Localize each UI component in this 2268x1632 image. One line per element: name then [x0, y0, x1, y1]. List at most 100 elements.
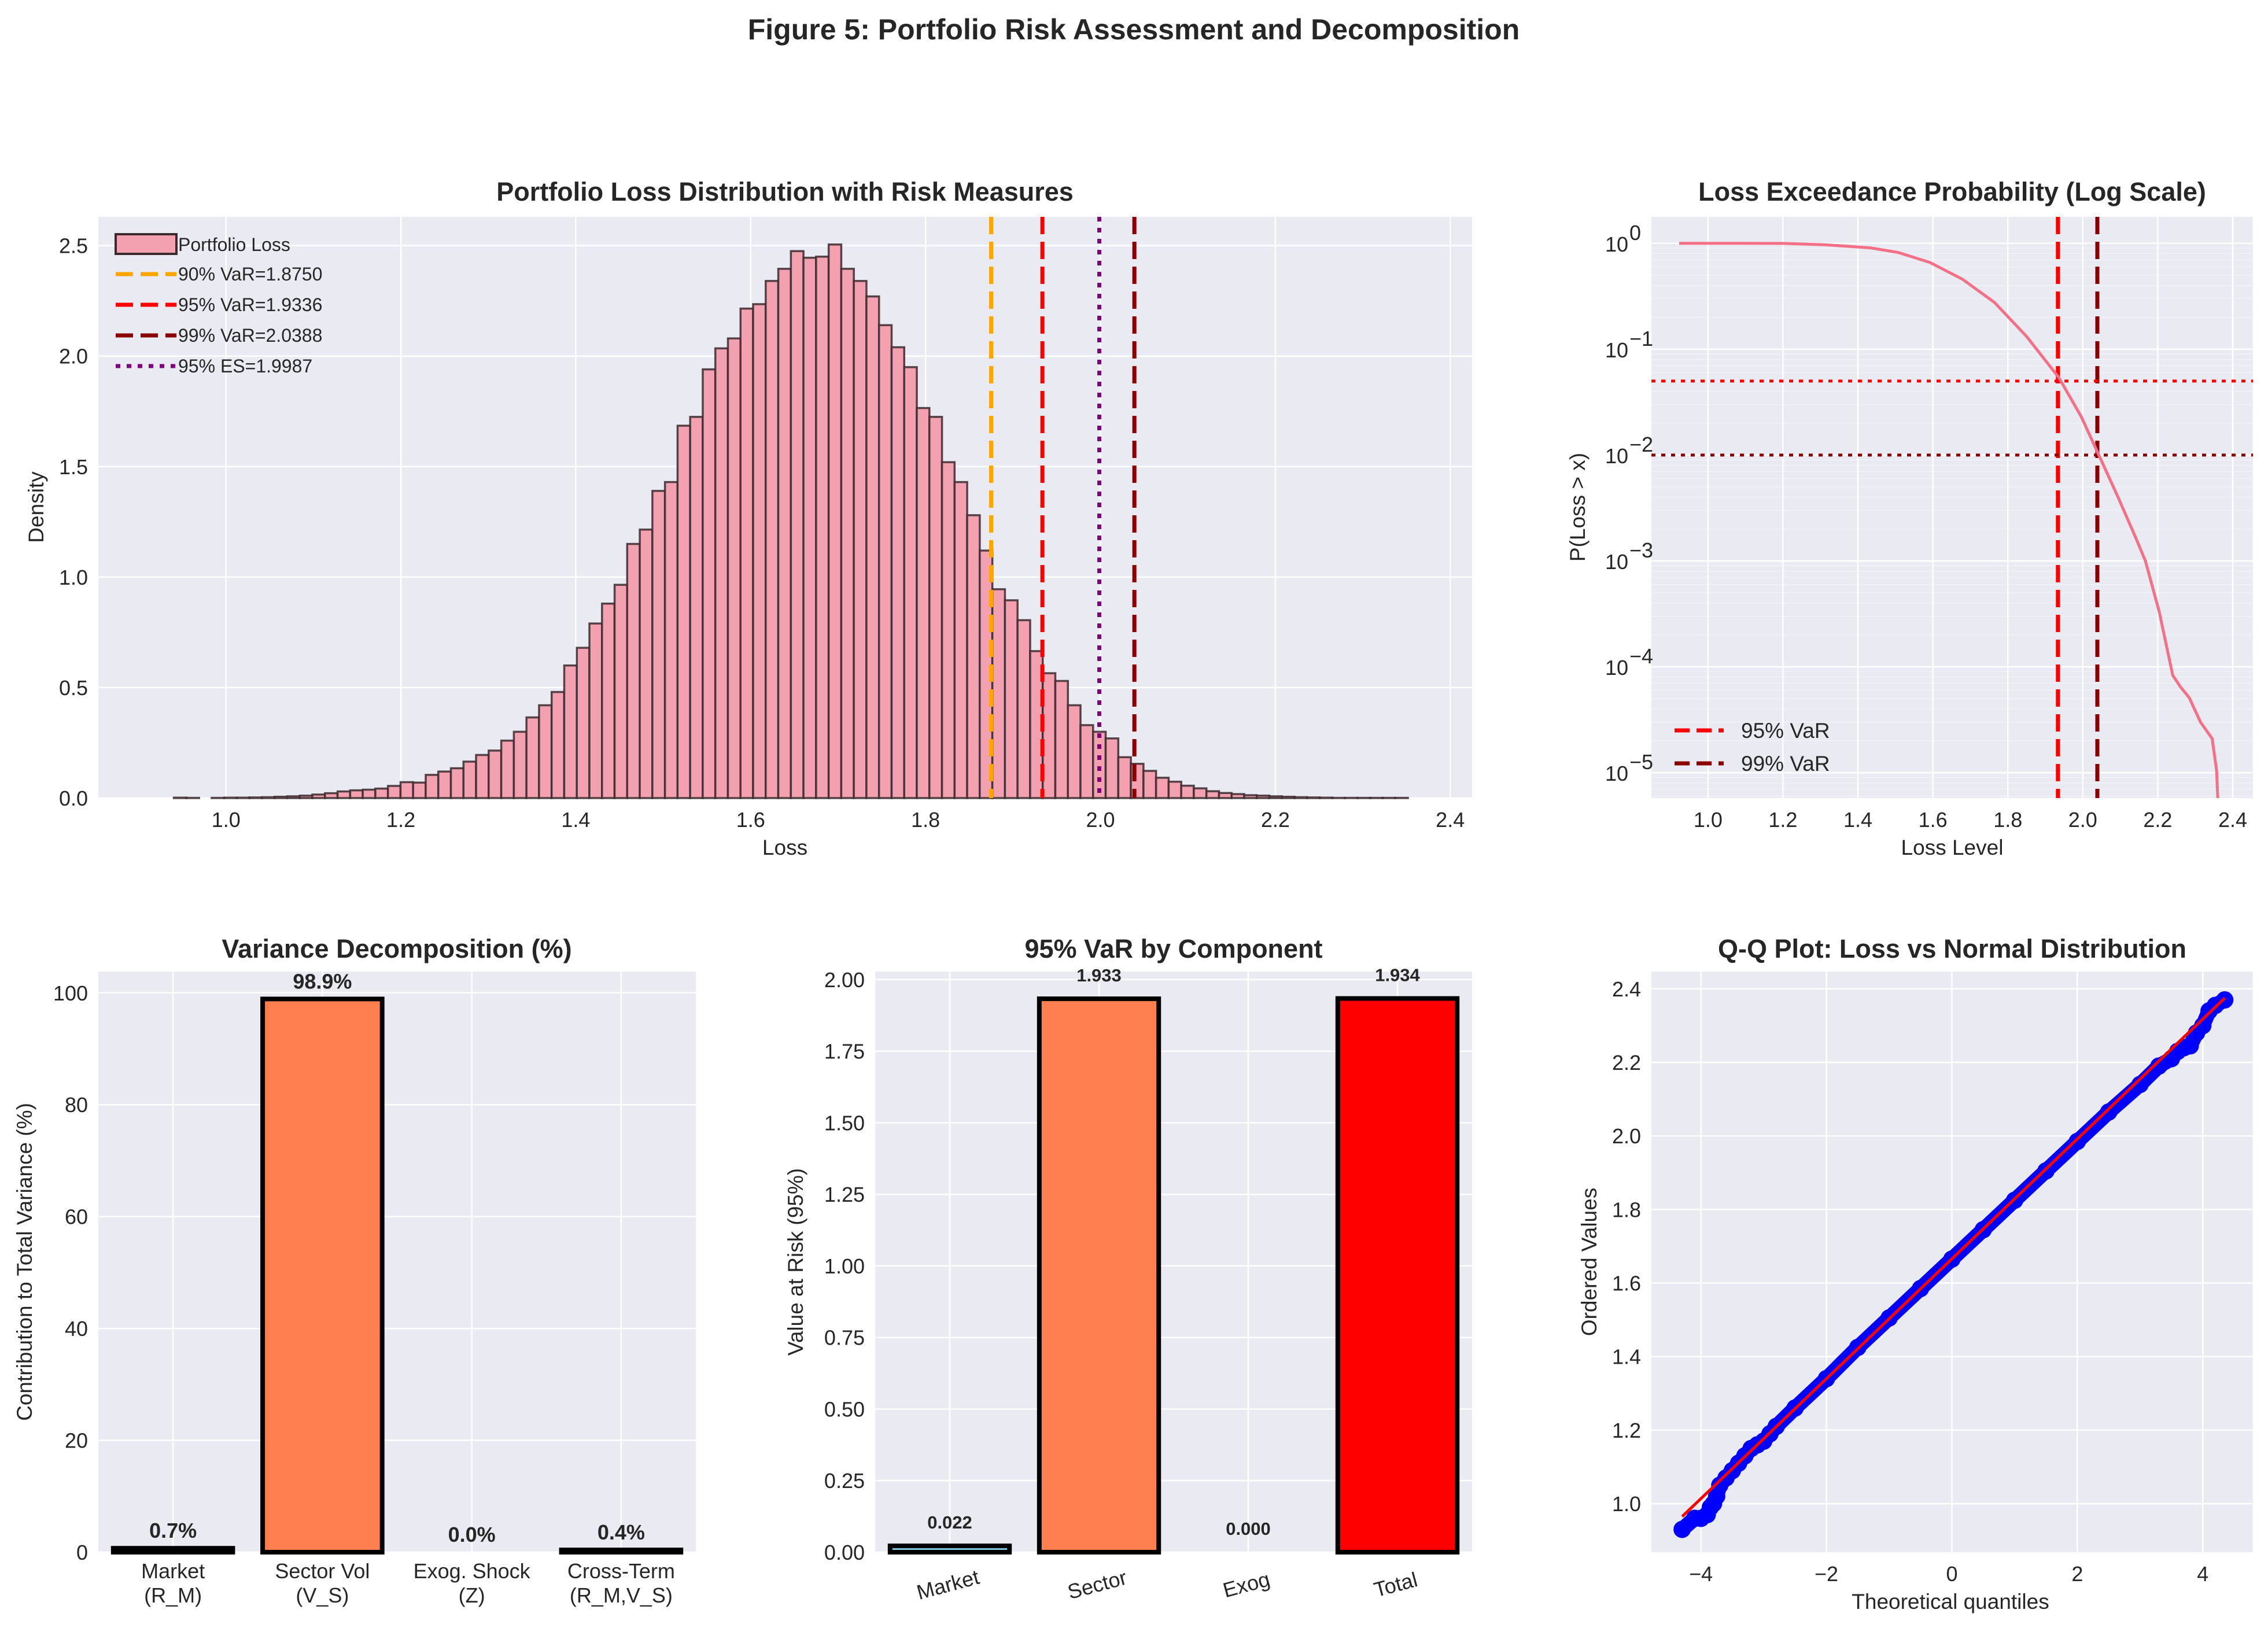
histogram-bar — [1067, 704, 1082, 799]
exceedance-reference-lines — [1651, 217, 2253, 798]
y-tick-exponent: −4 — [1629, 644, 1653, 668]
y-tick-label: 10 — [1605, 656, 1628, 680]
histogram-bar — [449, 767, 465, 799]
y-tick-label: 10 — [1605, 232, 1628, 256]
y-tick-label: 1.00 — [824, 1254, 865, 1278]
histogram-bar — [651, 490, 666, 799]
variance-decomposition-y-ticks: 0 20 40 60 80 100 — [53, 981, 88, 1564]
histogram-bar — [248, 796, 263, 799]
y-tick-label: 1.8 — [1612, 1198, 1641, 1221]
histogram-bar — [916, 407, 931, 799]
loss-distribution-x-ticks: 1.0 1.2 1.4 1.6 1.8 2.0 2.2 2.4 — [212, 808, 1465, 832]
y-tick-exponent: −3 — [1629, 538, 1653, 562]
exceedance-plot-area — [1651, 217, 2253, 798]
figure-title: Figure 5: Portfolio Risk Assessment and … — [748, 13, 1520, 46]
exceedance-panel: Loss Exceedance Probability (Log Scale) … — [1566, 177, 2253, 859]
histogram-bar — [274, 795, 289, 799]
histogram-bar — [563, 664, 578, 799]
y-tick-label: 2.0 — [59, 345, 88, 368]
x-tick-label: 2.2 — [1261, 808, 1290, 832]
var-by-component-bars: 0.022 1.933 0.000 1.934 — [887, 965, 1460, 1555]
y-tick-label: 10 — [1605, 762, 1628, 785]
histogram-bar — [311, 793, 326, 799]
y-tick-label: 2.4 — [1612, 977, 1641, 1001]
bar — [559, 1548, 684, 1555]
y-tick-label: 40 — [65, 1317, 88, 1341]
y-tick-label: 0.00 — [824, 1541, 865, 1564]
histogram-bar — [336, 790, 352, 799]
qq-point — [2068, 1132, 2086, 1150]
x-tick-label: 1.2 — [1768, 808, 1797, 832]
exceedance-x-ticks: 1.0 1.2 1.4 1.6 1.8 2.0 2.2 2.4 — [1694, 808, 2247, 832]
histogram-bar — [840, 268, 855, 799]
qq-point — [1673, 1520, 1691, 1538]
qq-plot-x-ticks: −4 −2 0 2 4 — [1689, 1562, 2208, 1586]
x-tick-label: 1.0 — [1694, 808, 1723, 832]
qq-point — [2181, 1037, 2199, 1055]
histogram-bar — [1104, 737, 1120, 799]
histogram-bar — [639, 528, 654, 799]
x-tick-label: 1.4 — [1843, 808, 1872, 832]
x-tick-label: (R_M,V_S) — [570, 1583, 673, 1607]
y-tick-label: 2.0 — [1612, 1124, 1641, 1148]
histogram-bar — [500, 739, 515, 799]
histogram-bar — [815, 256, 830, 799]
histogram-bar — [1243, 794, 1258, 799]
exceedance-curve — [1679, 242, 2219, 798]
y-tick-label: 0.75 — [824, 1326, 865, 1350]
x-tick-label: 2.0 — [2068, 808, 2097, 832]
x-tick-label: 1.2 — [386, 808, 415, 832]
y-tick-exponent: −1 — [1629, 327, 1653, 350]
y-tick-label: 10 — [1605, 338, 1628, 362]
loss-distribution-bars — [172, 243, 1409, 799]
risk-measure-lines — [989, 217, 1137, 798]
legend-label-var95: 95% VaR=1.9336 — [178, 294, 322, 315]
x-tick-label: Market — [141, 1559, 205, 1583]
histogram-bar — [223, 796, 238, 799]
legend-swatch-portfolio-loss — [115, 233, 178, 255]
histogram-bar — [437, 770, 452, 799]
loss-distribution-panel: Portfolio Loss Distribution with Risk Me… — [24, 177, 1472, 859]
histogram-bar — [349, 789, 364, 799]
var-by-component-y-ticks: 0.00 0.25 0.50 0.75 1.00 1.25 1.50 1.75 2.00 — [824, 968, 865, 1564]
x-tick-label: (V_S) — [296, 1583, 349, 1607]
histogram-bar — [676, 424, 691, 799]
y-tick-label: 80 — [65, 1093, 88, 1117]
x-tick-label: 2.2 — [2143, 808, 2172, 832]
legend-label-var90: 90% VaR=1.8750 — [178, 264, 322, 285]
qq-plot-panel: Q-Q Plot: Loss vs Normal Distribution −4… — [1577, 934, 2253, 1613]
histogram-bar — [765, 280, 780, 799]
histogram-bar — [1281, 795, 1296, 799]
qq-point — [2131, 1076, 2149, 1094]
histogram-bar — [827, 243, 843, 799]
histogram-bar — [298, 795, 314, 799]
x-tick-label: (Z) — [459, 1583, 485, 1607]
bar-value-label: 0.000 — [1226, 1519, 1271, 1539]
bar-value-label: 98.9% — [293, 969, 352, 993]
bar — [1037, 996, 1161, 1555]
histogram-bar — [324, 792, 339, 799]
exceedance-title: Loss Exceedance Probability (Log Scale) — [1698, 177, 2206, 206]
histogram-bar — [261, 796, 276, 799]
x-tick-label: Sector Vol — [275, 1559, 370, 1583]
x-tick-label: (R_M) — [144, 1583, 202, 1607]
histogram-bar — [1180, 784, 1195, 799]
y-tick-exponent: 0 — [1629, 221, 1641, 245]
x-tick-label: −2 — [1815, 1562, 1838, 1586]
histogram-bar — [286, 795, 301, 799]
x-tick-label: 4 — [2197, 1562, 2208, 1586]
y-tick-label: 1.5 — [59, 455, 88, 479]
variance-decomposition-y-label: Contribution to Total Variance (%) — [13, 1103, 36, 1421]
histogram-bar — [777, 268, 792, 799]
histogram-bar — [525, 716, 540, 799]
histogram-bar — [475, 754, 490, 799]
histogram-bar — [613, 584, 629, 799]
qq-plot-y-label: Ordered Values — [1577, 1188, 1601, 1336]
x-tick-label: 1.0 — [212, 808, 241, 832]
histogram-bar — [1016, 619, 1031, 799]
y-tick-label: 1.6 — [1612, 1272, 1641, 1295]
exceedance-x-label: Loss Level — [1901, 836, 2004, 859]
x-tick-label: Exog. Shock — [414, 1559, 531, 1583]
var-by-component-title: 95% VaR by Component — [1024, 934, 1322, 963]
